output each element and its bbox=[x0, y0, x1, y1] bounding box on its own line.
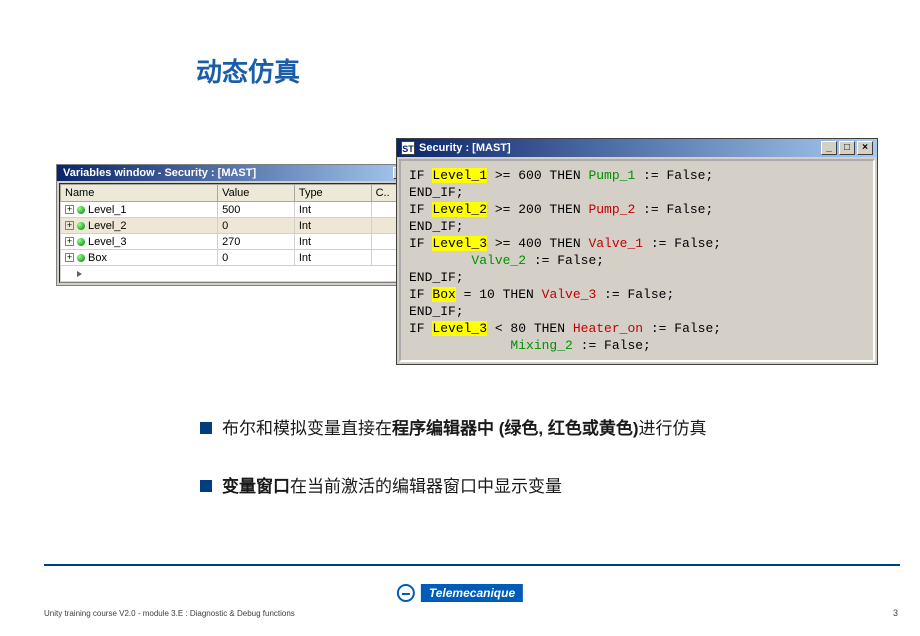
hl-level3b: Level_3 bbox=[432, 321, 487, 336]
variables-window-title: Variables window - Security : [MAST] bbox=[63, 167, 256, 179]
code-window-title: Security : [MAST] bbox=[419, 142, 511, 154]
bullet-square-icon bbox=[200, 422, 212, 434]
table-header-row: Name Value Type C.. bbox=[61, 185, 410, 202]
bullet-1-bold: 程序编辑器中 (绿色, 红色或黄色) bbox=[392, 419, 639, 438]
minimize-icon[interactable]: _ bbox=[821, 141, 837, 155]
variables-window: Variables window - Security : [MAST] × N… bbox=[56, 164, 414, 286]
table-row[interactable]: +Level_3270Int bbox=[61, 234, 410, 250]
table-row[interactable]: +Level_1500Int bbox=[61, 202, 410, 218]
footer-text: Unity training course V2.0 - module 3.E … bbox=[44, 609, 295, 618]
page-number: 3 bbox=[893, 608, 898, 618]
bullet-list: 布尔和模拟变量直接在程序编辑器中 (绿色, 红色或黄色)进行仿真 变量窗口在当前… bbox=[200, 416, 880, 531]
bullet-1-post: 进行仿真 bbox=[639, 419, 707, 438]
bullet-2-post: 在当前激活的编辑器窗口中显示变量 bbox=[290, 477, 562, 496]
brand-ring-icon bbox=[397, 584, 415, 602]
hl-level1: Level_1 bbox=[432, 168, 487, 183]
bullet-2-bold: 变量窗口 bbox=[222, 477, 290, 496]
st-icon: ST bbox=[401, 141, 415, 155]
variables-window-titlebar: Variables window - Security : [MAST] × bbox=[57, 165, 413, 181]
col-type[interactable]: Type bbox=[294, 185, 371, 202]
table-row[interactable]: +Level_20Int bbox=[61, 218, 410, 234]
table-row[interactable]: +Box0Int bbox=[61, 250, 410, 266]
close-icon[interactable]: × bbox=[857, 141, 873, 155]
bullet-2: 变量窗口在当前激活的编辑器窗口中显示变量 bbox=[200, 474, 880, 500]
hl-box: Box bbox=[432, 287, 455, 302]
expand-arrow-icon bbox=[77, 271, 82, 277]
maximize-icon[interactable]: □ bbox=[839, 141, 855, 155]
variables-grid: Name Value Type C.. +Level_1500Int+Level… bbox=[59, 183, 411, 283]
footer-divider bbox=[44, 564, 900, 566]
slide-title: 动态仿真 bbox=[196, 52, 300, 89]
code-body: IF Level_1 >= 600 THEN Pump_1 := False; … bbox=[399, 159, 875, 362]
bullet-1-pre: 布尔和模拟变量直接在 bbox=[222, 419, 392, 438]
code-window: ST Security : [MAST] _ □ × IF Level_1 >=… bbox=[396, 138, 878, 365]
brand-logo: Telemecanique bbox=[397, 584, 523, 602]
brand-name: Telemecanique bbox=[421, 584, 523, 602]
bullet-square-icon bbox=[200, 480, 212, 492]
hl-level2: Level_2 bbox=[432, 202, 487, 217]
col-value[interactable]: Value bbox=[218, 185, 295, 202]
col-name[interactable]: Name bbox=[61, 185, 218, 202]
hl-level3a: Level_3 bbox=[432, 236, 487, 251]
bullet-1: 布尔和模拟变量直接在程序编辑器中 (绿色, 红色或黄色)进行仿真 bbox=[200, 416, 880, 442]
table-row-expand[interactable] bbox=[61, 266, 410, 282]
screenshot-area: Variables window - Security : [MAST] × N… bbox=[56, 138, 878, 370]
code-window-titlebar: ST Security : [MAST] _ □ × bbox=[397, 139, 877, 157]
